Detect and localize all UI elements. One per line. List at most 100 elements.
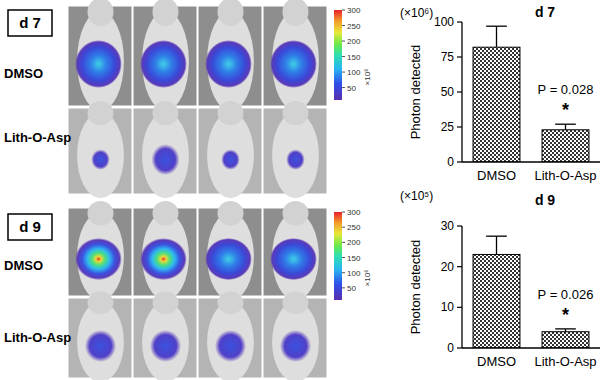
- colorbar-tick: [342, 41, 345, 42]
- colorbar-tick-label: 200: [347, 238, 361, 247]
- bar-chart: d 9(×10⁵)Photon detected0102030DMSOLith-…: [400, 189, 600, 369]
- mouse-head: [218, 201, 244, 226]
- mouse-head: [153, 201, 179, 226]
- error-bar: [496, 26, 497, 47]
- error-cap: [555, 124, 576, 125]
- mouse-body: [207, 112, 254, 198]
- bar: [542, 332, 589, 348]
- y-tick-label: 75: [441, 50, 455, 64]
- x-tick-label: Lith-O-Asp: [534, 168, 596, 183]
- colorbar-tick-label: 300: [347, 208, 361, 217]
- y-tick-label: 10: [441, 300, 455, 314]
- colorbar-tick: [342, 212, 345, 213]
- y-tick-label: 0: [447, 341, 454, 355]
- row-label: DMSO: [4, 258, 43, 273]
- y-tick: [457, 126, 462, 127]
- error-bar: [496, 236, 497, 254]
- significance-marker: *: [562, 305, 569, 325]
- y-tick-label: 30: [441, 219, 455, 233]
- colorbar-tick-label: 250: [347, 223, 361, 232]
- colorbar-tick-label: 150: [347, 53, 361, 62]
- mouse-head: [218, 101, 244, 125]
- luminescence: [140, 238, 187, 280]
- luminescence: [75, 40, 122, 88]
- mouse-head: [153, 101, 179, 125]
- luminescence: [151, 144, 179, 175]
- colorbar-label: ×10⁶: [363, 69, 372, 86]
- day-label: d 9: [19, 218, 41, 235]
- luminescence: [270, 238, 317, 280]
- luminescence: [91, 149, 110, 170]
- colorbar-tick: [342, 10, 345, 11]
- error-cap: [486, 26, 507, 27]
- colorbar-tick: [342, 227, 345, 228]
- colorbar-label: ×10⁶: [363, 270, 372, 287]
- row-label: Lith-O-Asp: [4, 130, 71, 145]
- axis-unit: (×10⁵): [400, 189, 433, 203]
- y-tick: [457, 56, 462, 57]
- luminescence: [150, 330, 181, 362]
- bar: [473, 47, 520, 162]
- mouse-head: [283, 0, 309, 26]
- y-tick: [457, 21, 462, 22]
- colorbar: 50 100 150 200 250 300 ×10⁶: [334, 208, 372, 300]
- y-axis-label: Photon detected: [408, 45, 423, 140]
- y-tick: [457, 161, 462, 162]
- colorbar-tick: [342, 72, 345, 73]
- mouse-head: [88, 201, 114, 226]
- x-tick-label: DMSO: [477, 168, 516, 183]
- axis-unit: (×10⁶): [400, 6, 433, 20]
- error-cap: [555, 328, 576, 329]
- y-tick: [457, 91, 462, 92]
- colorbar-scale: [334, 212, 342, 300]
- colorbar-scale: [334, 10, 342, 100]
- colorbar-tick-label: 100: [347, 68, 361, 77]
- x-axis: [462, 161, 600, 162]
- y-tick: [457, 307, 462, 308]
- p-value: P = 0.028: [538, 82, 594, 97]
- row-label: DMSO: [4, 66, 43, 81]
- significance-marker: *: [562, 100, 569, 120]
- mouse-head: [283, 292, 309, 314]
- y-tick: [457, 347, 462, 348]
- y-axis: [461, 22, 462, 162]
- mouse-image-row: [68, 292, 327, 380]
- mouse-head: [88, 292, 114, 314]
- colorbar-tick-label: 250: [347, 22, 361, 31]
- colorbar-tick: [342, 25, 345, 26]
- colorbar-tick-label: 50: [347, 284, 356, 293]
- luminescence: [85, 330, 116, 362]
- bar-chart: d 7(×10⁶)Photon detected0255075100DMSOLi…: [400, 4, 600, 183]
- colorbar-tick-label: 100: [347, 269, 361, 278]
- y-axis-label: Photon detected: [408, 240, 423, 335]
- y-tick-label: 100: [434, 15, 454, 29]
- y-tick: [457, 266, 462, 267]
- x-tick-label: DMSO: [477, 354, 516, 369]
- y-axis: [461, 226, 462, 348]
- mouse-image-row: [68, 201, 327, 300]
- mouse-head: [283, 201, 309, 226]
- luminescence: [140, 40, 187, 88]
- colorbar-tick: [342, 272, 345, 273]
- colorbar-tick-label: 150: [347, 254, 361, 263]
- luminescence: [75, 238, 122, 280]
- y-tick-label: 25: [441, 120, 455, 134]
- y-tick: [457, 225, 462, 226]
- x-tick-label: Lith-O-Asp: [534, 354, 596, 369]
- error-cap: [486, 236, 507, 237]
- p-value: P = 0.026: [538, 287, 594, 302]
- mouse-body: [272, 112, 319, 198]
- luminescence: [270, 40, 317, 88]
- mouse-image-row: [68, 0, 327, 111]
- colorbar: 50100150200250300×10⁶: [334, 6, 372, 100]
- day-box: [8, 214, 52, 240]
- luminescence: [205, 238, 252, 280]
- colorbar-tick: [342, 56, 345, 57]
- bar: [473, 254, 520, 348]
- bar: [542, 130, 589, 162]
- colorbar-tick: [342, 87, 345, 88]
- mouse-head: [283, 101, 309, 125]
- error-bar: [565, 124, 566, 130]
- y-tick-label: 50: [441, 85, 455, 99]
- luminescence: [205, 40, 252, 88]
